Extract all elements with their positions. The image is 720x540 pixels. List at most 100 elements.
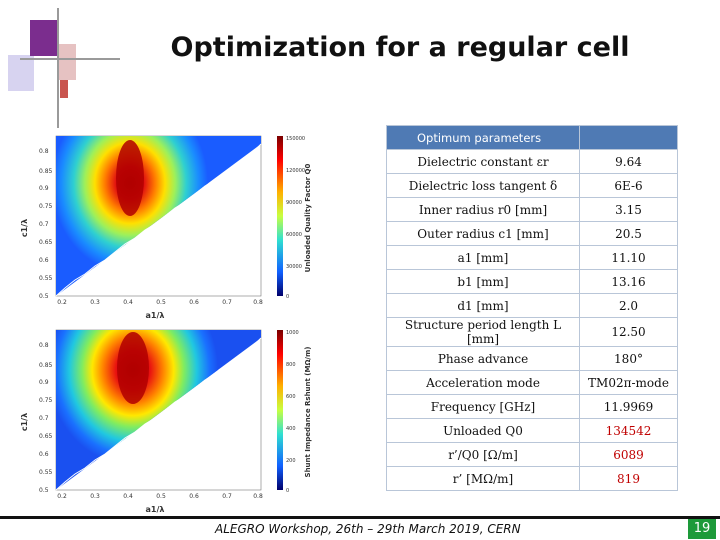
colorbar-tick: 1000: [286, 330, 299, 336]
table-header-blank: [579, 125, 678, 150]
y-axis-label: c1/λ: [20, 413, 29, 431]
y-tick: 0.75: [39, 203, 53, 210]
param-label: b1 [mm]: [386, 269, 580, 294]
param-value: 12.50: [579, 317, 678, 347]
table-row: Dielectric loss tangent δ 6E-6: [386, 173, 678, 198]
colorbar-tick: 120000: [286, 168, 305, 174]
x-tick: 0.6: [189, 493, 199, 500]
param-label: r’ [MΩ/m]: [386, 466, 580, 491]
footer-divider: [0, 516, 720, 519]
colorbar-tick: 60000: [286, 232, 302, 238]
x-tick: 0.5: [156, 493, 166, 500]
x-tick: 0.3: [90, 493, 100, 500]
x-tick: 0.5: [156, 299, 166, 306]
param-value: 134542: [579, 418, 678, 443]
colorbar-tick: 30000: [286, 264, 302, 270]
param-label: r’/Q0 [Ω/m]: [386, 442, 580, 467]
table-row: Unloaded Q0 134542: [386, 418, 678, 443]
param-label: Acceleration mode: [386, 370, 580, 395]
param-label: Phase advance: [386, 346, 580, 371]
table-row: b1 [mm] 13.16: [386, 269, 678, 294]
param-label: Dielectric constant εr: [386, 149, 580, 174]
y-tick: 0.9: [39, 379, 49, 386]
table-header-row: Optimum parameters: [386, 125, 678, 150]
x-axis-label: a1/λ: [146, 505, 165, 514]
table-row: Inner radius r0 [mm] 3.15: [386, 197, 678, 222]
y-tick: 0.65: [39, 239, 53, 246]
decor-square-lavender: [8, 55, 34, 91]
decor-square-pink: [58, 44, 76, 80]
colorbar-tick: 150000: [286, 136, 305, 142]
y-tick: 0.55: [39, 469, 53, 476]
y-tick: 0.75: [39, 397, 53, 404]
param-value: 11.10: [579, 245, 678, 270]
colorbar-tick: 400: [286, 426, 296, 432]
x-tick: 0.6: [189, 299, 199, 306]
param-value: 6089: [579, 442, 678, 467]
colorbar-tick: 0: [286, 294, 289, 300]
colorbar-tick: 90000: [286, 200, 302, 206]
x-axis-label: a1/λ: [146, 311, 165, 320]
decor-square-red: [60, 80, 68, 98]
param-label: Structure period length L [mm]: [386, 317, 580, 347]
table-row: d1 [mm] 2.0: [386, 293, 678, 318]
decor-vertical-line: [57, 8, 59, 128]
param-label: Inner radius r0 [mm]: [386, 197, 580, 222]
colorbar-tick: 600: [286, 394, 296, 400]
optimum-parameters-table: Optimum parameters Dielectric constant ε…: [386, 125, 678, 491]
shunt-impedance-heatmap: 0.8 0.85 0.9 0.75 0.7 0.65 0.6 0.55 0.5 …: [5, 322, 325, 518]
param-value: 13.16: [579, 269, 678, 294]
y-tick: 0.8: [39, 148, 49, 155]
table-row: r’/Q0 [Ω/m] 6089: [386, 442, 678, 467]
colorbar-tick: 0: [286, 488, 289, 494]
y-tick: 0.5: [39, 293, 49, 300]
decor-horizontal-line: [20, 58, 120, 60]
y-tick: 0.9: [39, 185, 49, 192]
decor-square-purple: [30, 20, 58, 56]
footer-text: ALEGRO Workshop, 26th – 29th March 2019,…: [215, 522, 521, 536]
colorbar-label: Unloaded Quality Factor Q0: [304, 164, 312, 273]
x-tick: 0.4: [123, 493, 133, 500]
colorbar-tick: 200: [286, 458, 296, 464]
colorbar-label: Shunt Impedance Rshunt (MΩ/m): [304, 347, 312, 478]
table-row: Dielectric constant εr 9.64: [386, 149, 678, 174]
x-tick: 0.3: [90, 299, 100, 306]
x-tick: 0.7: [222, 493, 232, 500]
param-label: a1 [mm]: [386, 245, 580, 270]
y-tick: 0.85: [39, 362, 53, 369]
y-tick: 0.7: [39, 415, 49, 422]
param-value: 180°: [579, 346, 678, 371]
table-row: Phase advance 180°: [386, 346, 678, 371]
y-tick: 0.8: [39, 342, 49, 349]
table-row: Outer radius c1 [mm] 20.5: [386, 221, 678, 246]
param-value: 20.5: [579, 221, 678, 246]
x-tick: 0.8: [253, 299, 263, 306]
x-tick: 0.2: [57, 493, 67, 500]
param-label: Dielectric loss tangent δ: [386, 173, 580, 198]
page-number: 19: [688, 519, 716, 539]
x-tick: 0.7: [222, 299, 232, 306]
y-tick: 0.6: [39, 451, 49, 458]
y-tick: 0.7: [39, 221, 49, 228]
x-tick: 0.4: [123, 299, 133, 306]
param-value: 819: [579, 466, 678, 491]
param-value: 9.64: [579, 149, 678, 174]
colorbar: [277, 330, 283, 490]
y-tick: 0.55: [39, 275, 53, 282]
param-label: d1 [mm]: [386, 293, 580, 318]
colorbar-tick: 800: [286, 362, 296, 368]
table-row: Frequency [GHz] 11.9969: [386, 394, 678, 419]
param-value: 3.15: [579, 197, 678, 222]
table-row: r’ [MΩ/m] 819: [386, 466, 678, 491]
param-label: Frequency [GHz]: [386, 394, 580, 419]
x-tick: 0.8: [253, 493, 263, 500]
param-label: Unloaded Q0: [386, 418, 580, 443]
table-header: Optimum parameters: [386, 125, 580, 150]
y-tick: 0.5: [39, 487, 49, 494]
param-value: 6E-6: [579, 173, 678, 198]
quality-factor-heatmap: 0.8 0.85 0.9 0.75 0.7 0.65 0.6 0.55 0.5 …: [5, 128, 325, 324]
y-tick: 0.85: [39, 168, 53, 175]
y-tick: 0.6: [39, 257, 49, 264]
param-value: 11.9969: [579, 394, 678, 419]
table-row: a1 [mm] 11.10: [386, 245, 678, 270]
